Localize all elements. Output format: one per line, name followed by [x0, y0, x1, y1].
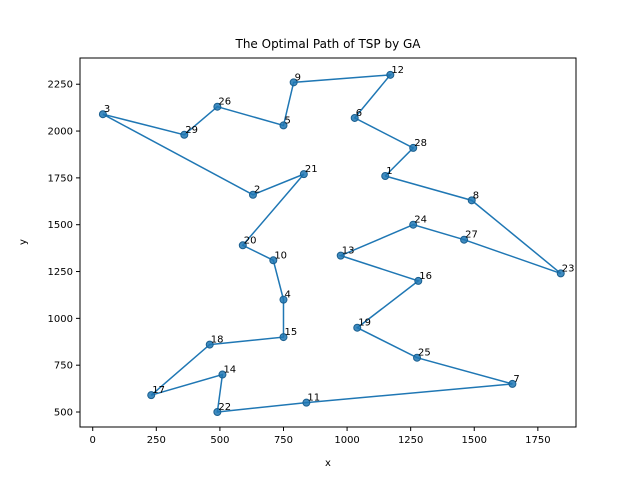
- city-label-24: 24: [414, 215, 427, 226]
- city-label-28: 28: [414, 138, 427, 149]
- city-label-4: 4: [284, 290, 290, 301]
- city-label-23: 23: [562, 263, 575, 274]
- city-label-21: 21: [305, 164, 318, 175]
- city-point-24: [409, 220, 418, 229]
- city-label-7: 7: [513, 374, 519, 385]
- city-label-10: 10: [274, 250, 287, 261]
- city-label-20: 20: [244, 235, 257, 246]
- city-point-3: [98, 110, 107, 119]
- city-point-15: [279, 333, 288, 342]
- city-point-5: [279, 121, 288, 130]
- city-point-28: [409, 143, 418, 152]
- y-tick-label: 1750: [48, 173, 73, 184]
- city-label-11: 11: [307, 393, 320, 404]
- city-point-9: [289, 78, 298, 87]
- x-tick-label: 1500: [462, 435, 487, 446]
- city-point-20: [238, 241, 247, 250]
- y-tick-label: 1500: [48, 220, 73, 231]
- city-label-16: 16: [419, 271, 432, 282]
- x-axis-label: x: [325, 458, 331, 469]
- chart-title: The Optimal Path of TSP by GA: [234, 37, 421, 51]
- x-tick-label: 500: [210, 435, 229, 446]
- city-point-2: [248, 190, 257, 199]
- city-point-13: [336, 251, 345, 260]
- city-point-22: [213, 408, 222, 417]
- city-label-6: 6: [356, 108, 362, 119]
- y-tick-label: 1000: [48, 314, 73, 325]
- city-label-8: 8: [473, 190, 479, 201]
- city-label-9: 9: [295, 72, 301, 83]
- city-label-2: 2: [254, 185, 260, 196]
- y-tick-label: 2000: [48, 127, 73, 138]
- city-label-17: 17: [152, 385, 165, 396]
- x-axis: 0 250 500 750 1000 1250 1500 1750: [90, 427, 551, 446]
- city-point-12: [386, 70, 395, 79]
- city-label-12: 12: [391, 65, 404, 76]
- x-tick-label: 0: [90, 435, 96, 446]
- city-point-4: [279, 295, 288, 304]
- city-point-7: [508, 379, 517, 388]
- city-point-26: [213, 102, 222, 111]
- city-point-29: [180, 130, 189, 139]
- city-point-23: [556, 269, 565, 278]
- y-tick-label: 750: [54, 361, 73, 372]
- plot-frame: [79, 57, 577, 428]
- city-point-27: [460, 235, 469, 244]
- city-label-26: 26: [218, 97, 231, 108]
- city-point-14: [218, 370, 227, 379]
- tour-path-line: [102, 73, 562, 413]
- y-tick-label: 500: [54, 408, 73, 419]
- city-label-22: 22: [218, 402, 231, 413]
- city-point-16: [414, 276, 423, 285]
- city-label-3: 3: [104, 104, 110, 115]
- plot-area: 1823272413161925711221417181541020212329…: [98, 65, 575, 417]
- y-tick-label: 1250: [48, 267, 73, 278]
- x-tick-label: 250: [147, 435, 166, 446]
- x-tick-label: 1250: [398, 435, 423, 446]
- city-point-18: [205, 340, 214, 349]
- city-point-25: [413, 353, 422, 362]
- city-label-27: 27: [465, 230, 478, 241]
- city-label-25: 25: [418, 348, 431, 359]
- city-label-15: 15: [284, 327, 297, 338]
- city-label-1: 1: [386, 166, 392, 177]
- x-tick-label: 1750: [525, 435, 550, 446]
- city-point-21: [299, 170, 308, 179]
- y-axis: 500 750 1000 1250 1500 1750 2000 2250: [48, 80, 80, 419]
- city-label-5: 5: [284, 115, 290, 126]
- y-axis-label: y: [18, 239, 29, 245]
- city-point-19: [353, 323, 362, 332]
- city-point-10: [269, 256, 278, 265]
- city-label-13: 13: [342, 246, 355, 257]
- city-label-18: 18: [211, 335, 224, 346]
- y-tick-label: 2250: [48, 80, 73, 91]
- city-point-8: [467, 196, 476, 205]
- city-point-6: [350, 113, 359, 122]
- city-point-1: [381, 172, 390, 181]
- x-tick-label: 1000: [334, 435, 359, 446]
- city-point-17: [147, 391, 156, 400]
- city-point-11: [302, 398, 311, 407]
- x-tick-label: 750: [274, 435, 293, 446]
- city-label-29: 29: [185, 125, 198, 136]
- city-label-19: 19: [358, 318, 371, 329]
- city-label-14: 14: [223, 365, 236, 376]
